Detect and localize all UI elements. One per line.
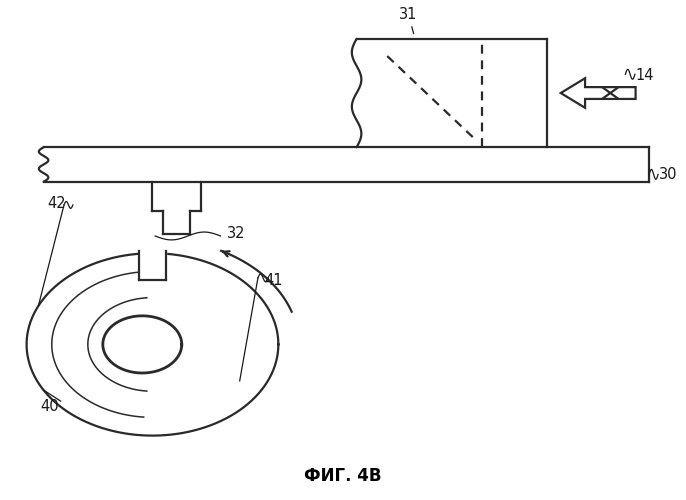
Text: 31: 31 bbox=[399, 6, 417, 22]
Text: ФИГ. 4В: ФИГ. 4В bbox=[305, 467, 381, 485]
Text: 14: 14 bbox=[636, 68, 654, 84]
Text: 30: 30 bbox=[659, 167, 678, 182]
Text: 40: 40 bbox=[40, 398, 59, 413]
Text: 42: 42 bbox=[47, 196, 66, 212]
Text: 41: 41 bbox=[265, 273, 283, 288]
Bar bbox=[139, 248, 166, 280]
Text: 32: 32 bbox=[227, 226, 246, 241]
